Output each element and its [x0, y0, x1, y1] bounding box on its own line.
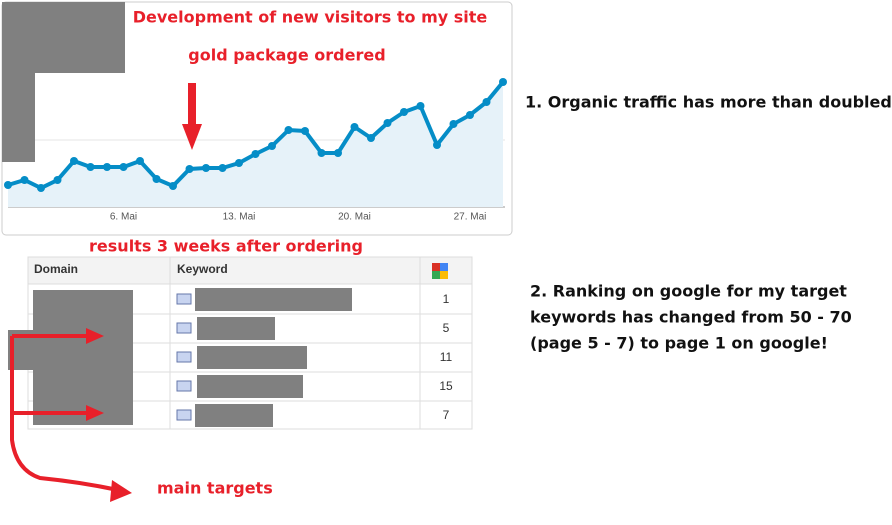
- table-header: [27, 256, 473, 285]
- point: [383, 119, 392, 127]
- plot: 6. Mai 13. Mai 20. Mai 27. Mai: [4, 78, 507, 223]
- point: [482, 98, 491, 106]
- annotation: main targets: [157, 479, 273, 498]
- point: [317, 149, 326, 157]
- point: [37, 184, 45, 192]
- rank-cell: 11: [440, 350, 453, 364]
- header-cell: Keyword: [177, 262, 228, 276]
- table-caption: results 3 weeks after ordering: [89, 237, 363, 256]
- x-tick-label: 27. Mai: [454, 212, 487, 223]
- point: [251, 150, 260, 158]
- point: [202, 164, 210, 172]
- point: [53, 176, 62, 184]
- point: [103, 163, 111, 171]
- point: [20, 176, 29, 184]
- x-tick-label: 13. Mai: [223, 212, 256, 223]
- point: [466, 111, 474, 119]
- rank-cell: 1: [443, 292, 450, 306]
- arrow: [182, 124, 202, 150]
- point: [185, 165, 194, 173]
- chart-title: Development of new visitors to my site: [133, 8, 488, 27]
- note: 1. Organic traffic has more than doubled…: [525, 93, 892, 112]
- redaction: [197, 346, 307, 369]
- arrow-head: [86, 328, 132, 502]
- point: [416, 102, 425, 110]
- rank-cell: 5: [443, 321, 450, 335]
- redaction: [195, 288, 352, 311]
- redaction: [197, 375, 303, 398]
- point: [334, 149, 342, 157]
- flag: [176, 351, 192, 363]
- point: [301, 127, 309, 135]
- point: [449, 120, 458, 128]
- point: [86, 163, 95, 171]
- arrow: [188, 83, 196, 125]
- flag: [176, 380, 192, 392]
- note: (page 5 - 7) to page 1 on google!: [530, 334, 828, 353]
- flag: [176, 409, 192, 421]
- point: [136, 157, 144, 165]
- redaction: [33, 290, 133, 425]
- point: [169, 182, 177, 190]
- rank-cell: 7: [443, 408, 450, 422]
- google-icon: [432, 263, 448, 279]
- redaction: [197, 317, 275, 340]
- bracket-arrows: [10, 334, 119, 492]
- point: [350, 123, 359, 131]
- redaction: [2, 2, 125, 162]
- flag: [176, 293, 192, 305]
- point: [235, 159, 243, 167]
- note: 2. Ranking on google for my target: [530, 282, 847, 301]
- x-tick-label: 20. Mai: [338, 212, 371, 223]
- header-cell: Domain: [34, 262, 78, 276]
- point: [119, 163, 128, 171]
- point: [70, 157, 78, 165]
- point: [499, 78, 507, 86]
- redaction: [195, 404, 273, 427]
- point: [218, 164, 227, 172]
- area: [8, 82, 503, 207]
- flag: [176, 322, 192, 334]
- point: [152, 175, 161, 183]
- rank-cell: 15: [439, 379, 453, 393]
- point: [284, 126, 293, 134]
- point: [4, 181, 12, 189]
- point: [367, 134, 375, 142]
- point: [400, 108, 408, 116]
- point: [268, 142, 276, 150]
- note: keywords has changed from 50 - 70: [530, 308, 852, 327]
- x-tick-label: 6. Mai: [110, 212, 137, 223]
- annotation: gold package ordered: [188, 46, 385, 65]
- point: [433, 141, 441, 149]
